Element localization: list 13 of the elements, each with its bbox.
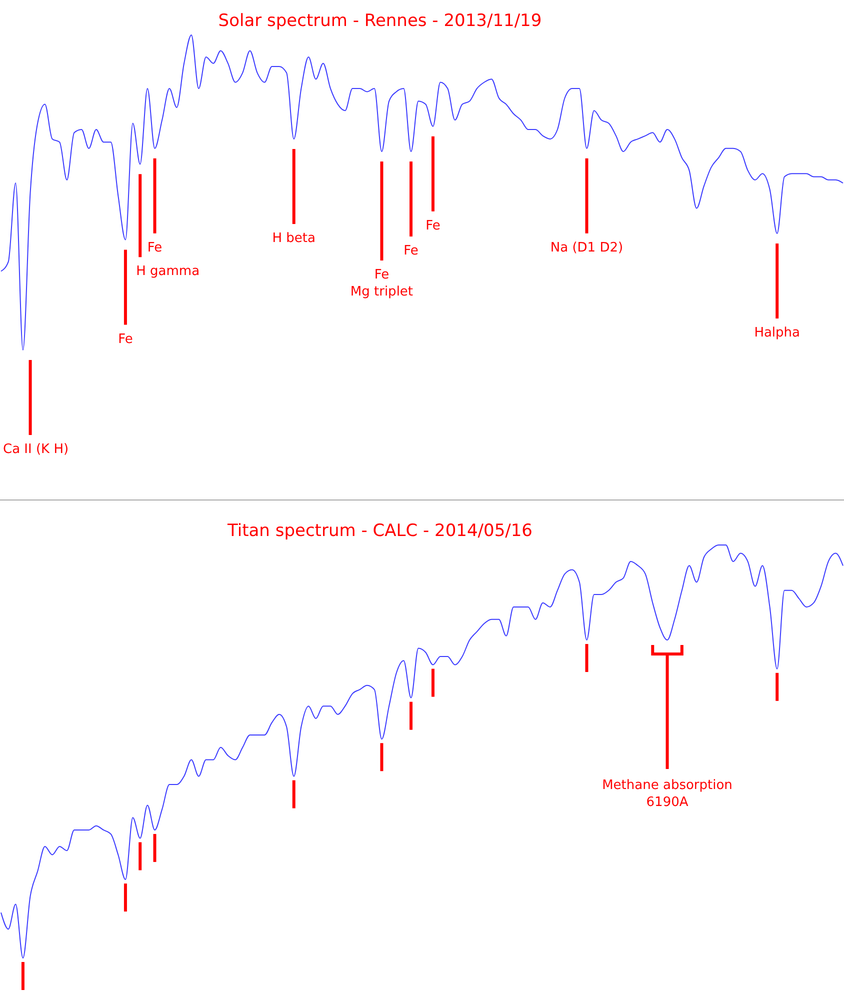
annotation: Fe	[147, 240, 162, 256]
annotation: Methane absorption 6190A	[602, 778, 732, 810]
annotation: Na (D1 D2)	[550, 240, 624, 256]
annotation: Fe Mg triplet	[350, 268, 414, 300]
annotation: Halpha	[754, 325, 800, 340]
annotation: Fe	[426, 218, 440, 234]
text: Ca II (K H)	[3, 442, 69, 457]
chart-title: Solar spectrum - Rennes - 2013/11/19	[218, 11, 542, 31]
annotation: H gamma	[136, 264, 200, 280]
annotation: Fe	[118, 332, 133, 347]
annotation: Fe	[404, 244, 418, 259]
chart-title: Titan spectrum - CALC - 2014/05/16	[226, 521, 532, 541]
annotation: H beta	[272, 230, 316, 246]
